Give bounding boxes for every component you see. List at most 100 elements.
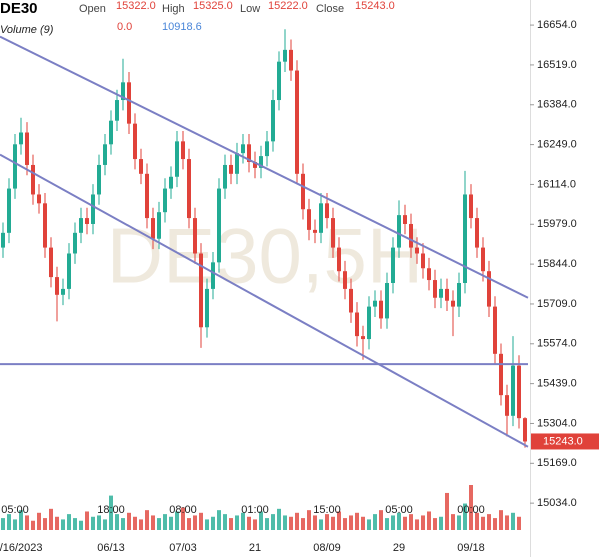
candle-body [421,253,425,269]
candle-body [145,173,149,219]
candle-body [133,123,137,160]
trendline [0,153,529,448]
volume-label: Volume (9) [0,24,54,36]
candle-body [295,70,299,174]
candle-body [355,312,359,337]
open-value: 15322.0 [116,0,156,12]
open-label: Open [79,3,106,15]
volume-bar [115,514,119,530]
volume-bar [355,512,359,530]
volume-bar [517,516,521,530]
candle-body [253,162,257,168]
volume-bar [121,518,125,530]
volume-bar [457,515,461,530]
y-tick-label: 15709.0 [537,298,577,310]
candle-body [37,194,41,204]
candle-body [481,247,485,272]
volume-bar [409,514,413,530]
x-date-label: 09/18 [457,542,485,554]
volume-bar [241,512,245,530]
volume-bar [43,518,47,530]
x-date-label: 29 [393,542,405,554]
candle-body [67,253,71,289]
plot [1,29,527,530]
volume-ma-value: 10918.6 [162,21,202,33]
volume-bar [499,510,503,530]
candle-body [31,164,35,195]
candle-body [499,353,503,396]
volume-bar [133,516,137,530]
volume-bar [19,510,23,530]
candle-body [403,215,407,224]
candle-body [121,82,125,101]
candle-body [307,209,311,230]
candle-body [313,229,317,233]
candle-body [319,203,323,233]
x-date-label: 05/16/2023 [0,542,43,554]
candle-body [19,132,23,145]
y-tick-label: 15034.0 [537,497,577,509]
volume-bar [475,512,479,530]
candle-body [25,132,29,165]
volume-bar [193,515,197,530]
y-tick-label: 15574.0 [537,338,577,350]
candle-body [175,141,179,177]
volume-bar [433,518,437,530]
candle-body [157,212,161,239]
symbol: DE30 [0,0,38,17]
candle-body [517,365,521,419]
candle-body [463,194,467,284]
y-tick-label: 16249.0 [537,139,577,151]
candle-body [277,61,281,101]
candle-body [289,49,293,71]
y-tick-label: 16384.0 [537,99,577,111]
x-date-label: 08/09 [313,542,341,554]
volume-bar [301,518,305,530]
volume-bar [181,507,185,530]
candle-body [205,288,209,328]
candle-body [187,159,191,219]
volume-bar [223,514,227,530]
candle-body [103,144,107,165]
volume-bar [469,485,473,530]
candle-body [511,365,515,416]
volume-bar [361,516,365,530]
price-tag-label: 15243.0 [543,435,583,447]
x-tick-label: 08:00 [169,504,197,516]
volume-bar [103,519,107,530]
volume-bar [385,518,389,530]
x-tick-label: 18:00 [97,504,125,516]
volume-bar [205,519,209,530]
x-tick-label: 00:00 [457,504,485,516]
candle-body [493,306,497,354]
volume-bar [217,510,221,530]
volume-bar [511,512,515,530]
volume-bar [439,516,443,530]
candle-body [1,232,5,248]
candle-body [427,268,431,281]
y-tick-label: 16519.0 [537,59,577,71]
low-value: 15222.0 [268,0,308,12]
volume-bar [1,518,5,530]
volume-bar [157,518,161,530]
volume-bar [481,516,485,530]
volume-bar [175,511,179,530]
volume-bar [397,512,401,530]
volume-bar [367,519,371,530]
volume-bar [259,511,263,530]
candle-body [283,49,287,62]
volume-bar [487,514,491,530]
candle-body [475,218,479,248]
candle-body [331,218,335,248]
candle-body [451,300,455,307]
price-tag [531,433,599,450]
candle-body [271,100,275,142]
candle-body [127,82,131,124]
volume-bar [25,515,29,530]
volume-value: 0.0 [117,21,132,33]
candle-body [325,203,329,219]
candle-body [217,188,221,263]
candle-body [91,194,95,224]
